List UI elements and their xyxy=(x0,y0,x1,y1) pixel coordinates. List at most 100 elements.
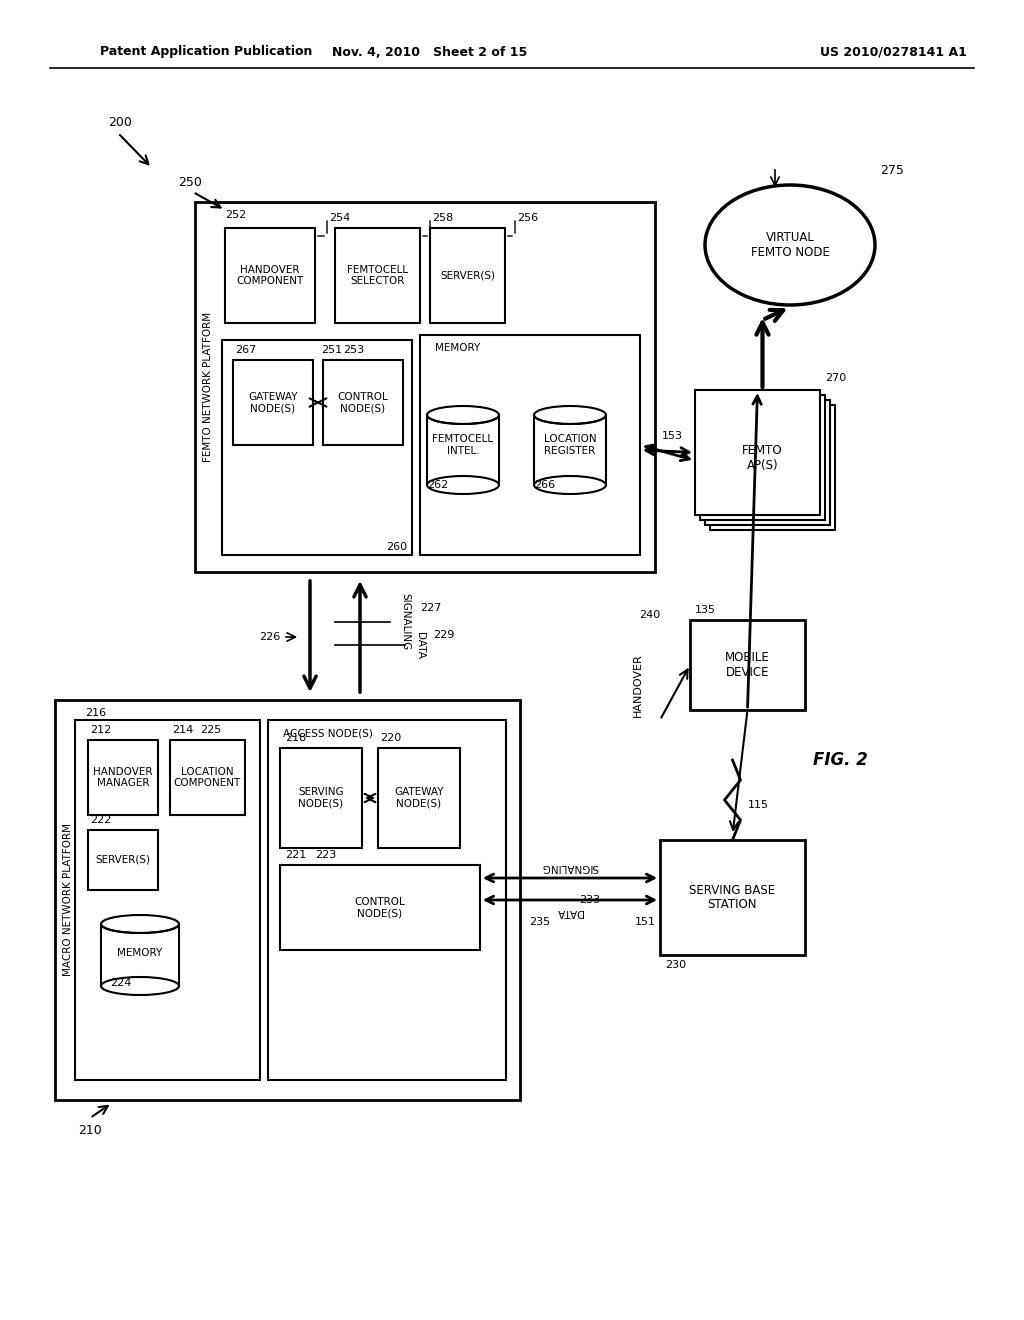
Text: FIG. 2: FIG. 2 xyxy=(813,751,867,770)
Text: 221: 221 xyxy=(285,850,306,861)
Text: HANDOVER
COMPONENT: HANDOVER COMPONENT xyxy=(237,265,304,286)
Bar xyxy=(660,840,805,954)
Text: FEMTOCELL
SELECTOR: FEMTOCELL SELECTOR xyxy=(347,265,408,286)
Text: 260: 260 xyxy=(386,543,407,552)
Ellipse shape xyxy=(427,477,499,494)
Text: 225: 225 xyxy=(200,725,221,735)
Text: 220: 220 xyxy=(380,733,401,743)
Text: 200: 200 xyxy=(108,116,132,128)
Bar xyxy=(268,719,506,1080)
Ellipse shape xyxy=(427,407,499,424)
Text: 227: 227 xyxy=(420,603,441,612)
Text: 235: 235 xyxy=(529,917,551,927)
Text: SIGNALING: SIGNALING xyxy=(542,862,599,873)
Text: SERVER(S): SERVER(S) xyxy=(440,271,495,281)
Text: 258: 258 xyxy=(432,213,454,223)
Text: LOCATION
COMPONENT: LOCATION COMPONENT xyxy=(174,767,241,788)
Text: 252: 252 xyxy=(225,210,246,220)
Bar xyxy=(222,341,412,554)
Text: DATA: DATA xyxy=(415,631,425,659)
Ellipse shape xyxy=(534,407,606,424)
Text: 222: 222 xyxy=(90,814,112,825)
Bar xyxy=(101,924,179,986)
Text: US 2010/0278141 A1: US 2010/0278141 A1 xyxy=(820,45,967,58)
Bar xyxy=(690,620,805,710)
Bar xyxy=(705,400,830,525)
Bar xyxy=(75,719,260,1080)
Text: MEMORY: MEMORY xyxy=(118,948,163,958)
Bar xyxy=(700,395,825,520)
Text: 230: 230 xyxy=(665,960,686,970)
Text: 240: 240 xyxy=(639,610,660,620)
Bar xyxy=(695,389,820,515)
Bar xyxy=(710,405,835,531)
Bar xyxy=(55,700,520,1100)
Text: 151: 151 xyxy=(635,917,655,927)
Text: GATEWAY
NODE(S): GATEWAY NODE(S) xyxy=(394,787,443,809)
Text: 266: 266 xyxy=(534,480,555,490)
Text: HANDOVER: HANDOVER xyxy=(633,653,643,717)
Text: SERVING
NODE(S): SERVING NODE(S) xyxy=(298,787,344,809)
Text: 270: 270 xyxy=(825,374,846,383)
Text: 262: 262 xyxy=(427,480,449,490)
Bar xyxy=(335,228,420,323)
Text: 267: 267 xyxy=(234,345,256,355)
Text: FEMTOCELL
INTEL.: FEMTOCELL INTEL. xyxy=(432,434,494,455)
Bar xyxy=(88,830,158,890)
Text: GATEWAY
NODE(S): GATEWAY NODE(S) xyxy=(248,392,298,413)
Text: 256: 256 xyxy=(517,213,539,223)
Text: 153: 153 xyxy=(662,432,683,441)
Text: 226: 226 xyxy=(259,632,280,642)
Text: 216: 216 xyxy=(85,708,106,718)
Text: SERVER(S): SERVER(S) xyxy=(95,855,151,865)
Bar xyxy=(170,741,245,814)
Text: 275: 275 xyxy=(880,164,904,177)
Bar xyxy=(195,202,655,572)
Text: 233: 233 xyxy=(580,895,600,906)
Text: SIGNALING: SIGNALING xyxy=(400,594,410,651)
Text: 250: 250 xyxy=(178,176,202,189)
Text: MOBILE
DEVICE: MOBILE DEVICE xyxy=(725,651,770,678)
Bar xyxy=(534,414,606,484)
Bar xyxy=(88,741,158,814)
Bar xyxy=(420,335,640,554)
Text: 223: 223 xyxy=(315,850,336,861)
Ellipse shape xyxy=(101,915,179,933)
Text: Patent Application Publication: Patent Application Publication xyxy=(100,45,312,58)
Text: FEMTO NETWORK PLATFORM: FEMTO NETWORK PLATFORM xyxy=(203,312,213,462)
Text: HANDOVER
MANAGER: HANDOVER MANAGER xyxy=(93,767,153,788)
Text: FEMTO
AP(S): FEMTO AP(S) xyxy=(742,444,782,471)
Text: MEMORY: MEMORY xyxy=(435,343,480,352)
Bar xyxy=(378,748,460,847)
Bar xyxy=(280,865,480,950)
Text: DATA: DATA xyxy=(557,907,584,917)
Text: 254: 254 xyxy=(329,213,350,223)
Text: 212: 212 xyxy=(90,725,112,735)
Ellipse shape xyxy=(534,477,606,494)
Text: 253: 253 xyxy=(343,345,365,355)
Bar xyxy=(280,748,362,847)
Text: CONTROL
NODE(S): CONTROL NODE(S) xyxy=(354,896,406,919)
Text: VIRTUAL
FEMTO NODE: VIRTUAL FEMTO NODE xyxy=(751,231,829,259)
Text: 210: 210 xyxy=(78,1123,101,1137)
Text: MACRO NETWORK PLATFORM: MACRO NETWORK PLATFORM xyxy=(63,824,73,977)
Text: ACCESS NODE(S): ACCESS NODE(S) xyxy=(283,729,373,738)
Text: 218: 218 xyxy=(285,733,306,743)
Ellipse shape xyxy=(101,977,179,995)
Text: 115: 115 xyxy=(748,800,768,810)
Ellipse shape xyxy=(705,185,874,305)
Text: 229: 229 xyxy=(433,630,455,640)
Text: 214: 214 xyxy=(172,725,194,735)
Bar xyxy=(323,360,403,445)
Text: Nov. 4, 2010   Sheet 2 of 15: Nov. 4, 2010 Sheet 2 of 15 xyxy=(333,45,527,58)
Bar xyxy=(427,414,499,484)
Text: 224: 224 xyxy=(110,978,131,987)
Text: LOCATION
REGISTER: LOCATION REGISTER xyxy=(544,434,596,455)
Text: 135: 135 xyxy=(695,605,716,615)
Bar xyxy=(233,360,313,445)
Text: 251: 251 xyxy=(321,345,342,355)
Text: SERVING BASE
STATION: SERVING BASE STATION xyxy=(689,883,775,912)
Bar xyxy=(225,228,315,323)
Bar xyxy=(430,228,505,323)
Text: CONTROL
NODE(S): CONTROL NODE(S) xyxy=(338,392,388,413)
